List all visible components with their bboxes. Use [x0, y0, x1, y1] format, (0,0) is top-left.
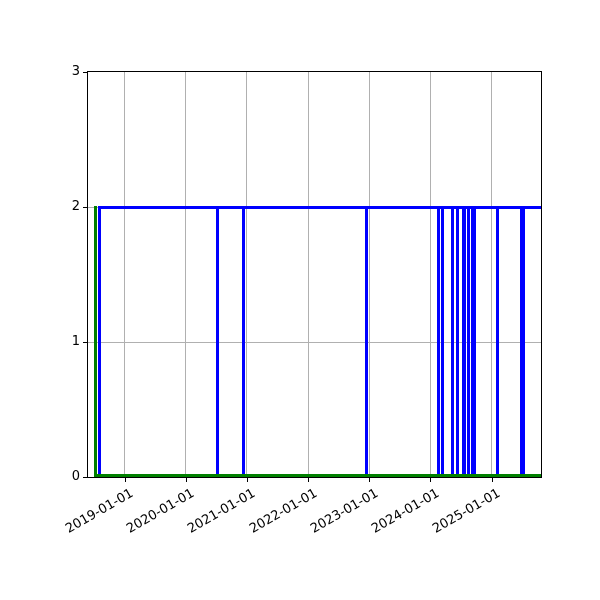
blue-series-event-line	[242, 205, 246, 477]
blue-series-event-line	[451, 205, 455, 477]
x-tick-mark	[430, 477, 432, 482]
x-tick-mark	[124, 477, 126, 482]
y-tick-label: 1	[71, 334, 80, 349]
x-tick-mark	[185, 477, 187, 482]
blue-series-event-line	[364, 205, 368, 477]
y-tick-mark	[83, 477, 88, 478]
blue-series-event-line	[467, 205, 471, 477]
blue-series-event-line	[216, 205, 220, 477]
y-tick-mark	[83, 72, 88, 73]
blue-series-event-line	[441, 205, 445, 477]
blue-series-event-line	[437, 205, 441, 477]
blue-series-event-line	[455, 205, 459, 477]
blue-series-event-line	[97, 205, 101, 477]
x-gridline	[429, 72, 431, 477]
x-tick-mark	[491, 477, 493, 482]
x-gridline	[124, 72, 126, 477]
green-series-event-line	[94, 205, 98, 477]
y-tick-mark	[83, 207, 88, 208]
y-gridline	[88, 341, 541, 343]
y-tick-label: 2	[71, 199, 80, 214]
y-tick-label: 3	[71, 64, 80, 79]
blue-series-event-line	[472, 205, 476, 477]
y-tick-label: 0	[71, 469, 80, 484]
series-layer	[88, 72, 541, 477]
blue-series-event-line	[462, 205, 466, 477]
y-tick-mark	[83, 342, 88, 343]
x-gridline	[491, 72, 493, 477]
blue-series-event-line	[522, 205, 526, 477]
x-tick-mark	[369, 477, 371, 482]
blue-series-event-line	[470, 205, 474, 477]
blue-series-event-line	[496, 205, 500, 477]
x-tick-mark	[246, 477, 248, 482]
plot-area	[87, 71, 542, 478]
x-tick-mark	[308, 477, 310, 482]
blue-series-event-line	[520, 205, 524, 477]
blue-series-baseline	[97, 205, 541, 209]
green-series-baseline	[94, 474, 541, 477]
x-gridline	[307, 72, 309, 477]
x-gridline	[185, 72, 187, 477]
x-gridline	[368, 72, 370, 477]
x-gridline	[246, 72, 248, 477]
